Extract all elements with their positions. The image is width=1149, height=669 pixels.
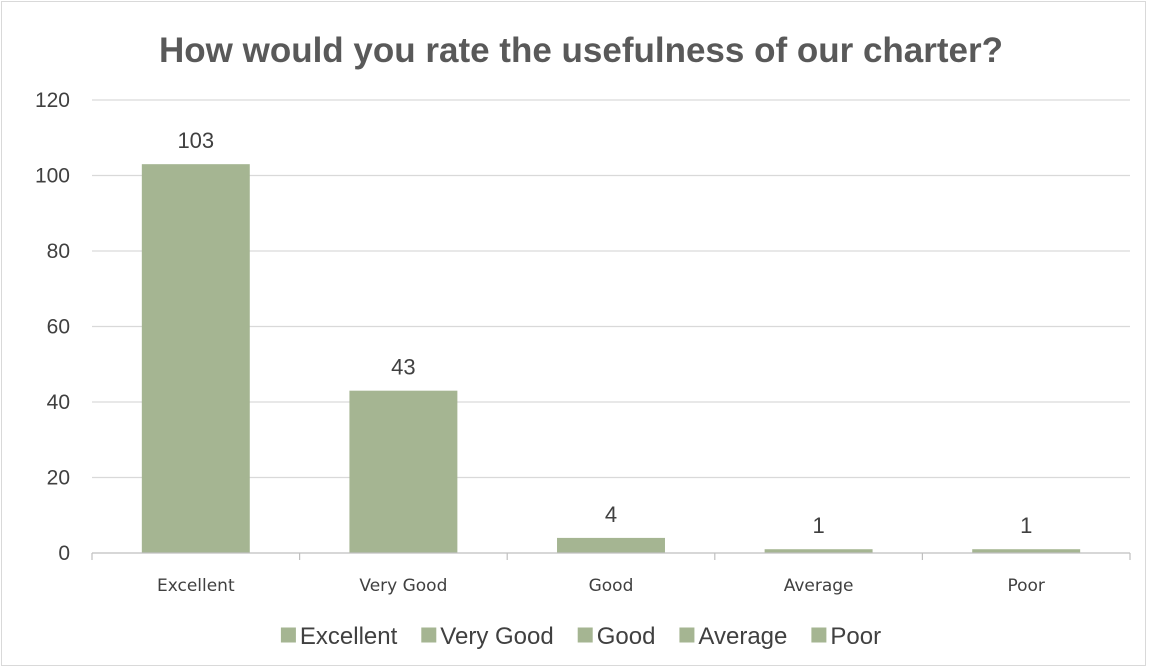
- legend-swatch: [280, 627, 296, 643]
- data-label: 43: [391, 355, 415, 380]
- bar-very-good: [349, 390, 458, 553]
- x-tick-label: Poor: [1007, 576, 1044, 596]
- x-axis: Excellent Very Good Good Average Poor: [91, 552, 1131, 596]
- legend-swatch: [577, 627, 593, 643]
- legend: Excellent Very Good Good Average Poor: [280, 623, 881, 650]
- x-tick-label: Excellent: [157, 576, 235, 596]
- legend-entry: Excellent: [300, 623, 398, 650]
- y-tick-label: 100: [35, 165, 70, 188]
- legend-swatch: [421, 627, 437, 643]
- data-label: 103: [177, 128, 214, 153]
- legend-entry: Average: [698, 623, 787, 650]
- x-tick-label: Good: [589, 576, 634, 596]
- bar-excellent: [141, 164, 250, 554]
- y-tick-label: 20: [47, 467, 70, 490]
- gridlines: [92, 99, 1130, 479]
- x-tick-label: Very Good: [359, 576, 447, 596]
- y-axis: 0 20 40 60 80 100 120: [35, 89, 70, 565]
- data-label: 1: [812, 513, 824, 538]
- y-tick-label: 120: [35, 89, 70, 112]
- chart-title: How would you rate the usefulness of our…: [159, 31, 1003, 70]
- legend-entry: Very Good: [440, 623, 553, 650]
- y-tick-label: 60: [47, 316, 70, 339]
- y-tick-label: 40: [47, 391, 70, 414]
- bar-average: [764, 549, 873, 553]
- y-tick-label: 0: [58, 542, 70, 565]
- data-label: 4: [605, 502, 617, 527]
- y-tick-label: 80: [47, 240, 70, 263]
- data-label: 1: [1020, 513, 1032, 538]
- legend-entry: Poor: [830, 623, 881, 650]
- legend-entry: Good: [597, 623, 656, 650]
- bars: 103 43 4 1 1: [141, 128, 1081, 554]
- x-tick-label: Average: [784, 576, 854, 596]
- bar-good: [557, 537, 665, 553]
- bar-poor: [972, 549, 1081, 553]
- legend-swatch: [679, 627, 695, 643]
- legend-swatch: [811, 627, 827, 643]
